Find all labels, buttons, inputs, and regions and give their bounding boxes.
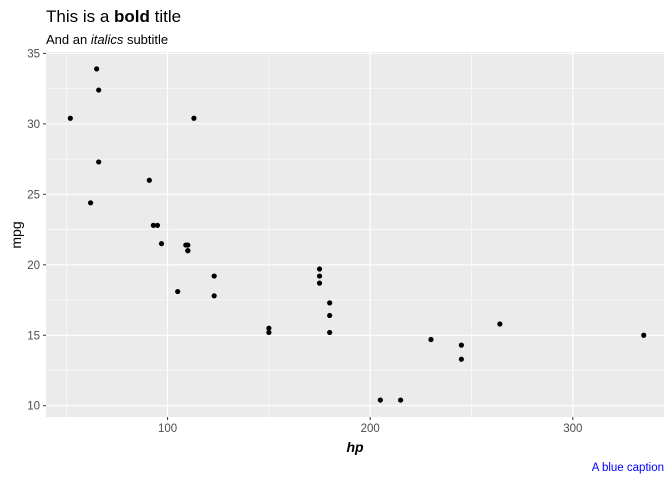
scatter-point <box>316 273 323 279</box>
scatter-point <box>150 222 156 228</box>
y-tick-label: 35 <box>27 48 40 60</box>
scatter-point <box>458 356 464 362</box>
major-gridlines <box>46 52 664 417</box>
y-axis-title: mpg <box>8 221 24 248</box>
scatter-point <box>327 312 333 319</box>
y-tick-label: 30 <box>27 119 40 131</box>
tick-labels: 100 200 300 10 15 20 25 30 35 <box>27 48 582 435</box>
data-points <box>67 66 647 403</box>
minor-gridlines <box>46 52 664 417</box>
chart-subtitle: And an italics subtitle <box>46 32 168 47</box>
scatter-point <box>211 273 217 279</box>
x-tick-label: 100 <box>158 423 177 435</box>
axis-ticks <box>43 52 574 420</box>
x-tick-label: 300 <box>563 423 582 435</box>
chart-caption: A blue caption <box>592 462 664 474</box>
scatter-point <box>266 325 272 331</box>
scatter-point <box>316 280 323 286</box>
scatter-point <box>211 293 217 299</box>
scatter-point <box>94 66 100 72</box>
scatter-point <box>191 115 197 121</box>
scatter-point <box>185 248 191 254</box>
scatter-point <box>497 321 503 327</box>
scatter-point <box>96 159 102 165</box>
scatter-point <box>96 87 102 93</box>
scatter-point <box>327 300 333 306</box>
scatter-point <box>87 200 94 206</box>
y-tick-label: 15 <box>27 330 40 342</box>
scatter-point <box>175 288 181 295</box>
scatter-point <box>266 329 272 336</box>
scatter-point <box>158 241 165 247</box>
x-tick-label: 200 <box>361 423 380 435</box>
scatter-point <box>183 242 189 248</box>
scatter-point <box>397 397 404 403</box>
y-tick-label: 10 <box>27 401 40 413</box>
x-axis-title: hp <box>346 439 364 455</box>
scatter-point <box>154 222 161 228</box>
plot-panel <box>46 52 664 417</box>
y-tick-label: 20 <box>27 260 40 272</box>
scatter-point <box>377 397 383 403</box>
y-tick-label: 25 <box>27 189 40 201</box>
scatter-point <box>327 329 333 336</box>
scatter-point <box>146 177 152 183</box>
scatter-point <box>67 115 73 121</box>
scatter-point <box>428 336 434 343</box>
scatter-point <box>316 266 323 272</box>
chart-title: This is a bold title <box>46 7 181 26</box>
scatter-point <box>458 342 464 348</box>
scatter-point <box>641 332 647 338</box>
